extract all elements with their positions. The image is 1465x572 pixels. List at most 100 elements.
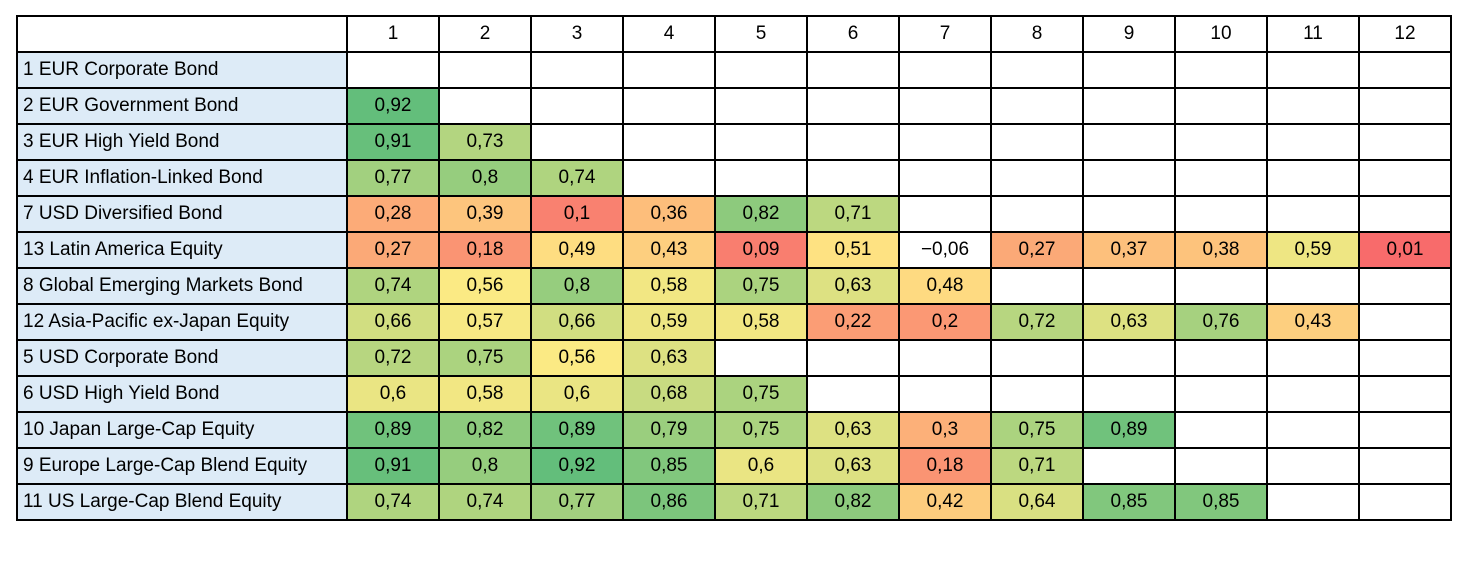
- correlation-cell: 0,64: [990, 483, 1084, 521]
- correlation-cell: 0,59: [622, 303, 716, 341]
- empty-cell: [1082, 87, 1176, 125]
- correlation-cell: 0,59: [1266, 231, 1360, 269]
- correlation-cell: 0,91: [346, 447, 440, 485]
- row-label: 2 EUR Government Bond: [16, 87, 348, 125]
- row-label: 1 EUR Corporate Bond: [16, 51, 348, 89]
- table-row: 4 EUR Inflation-Linked Bond 0,77 0,8 0,74: [16, 159, 1452, 197]
- correlation-cell: 0,8: [530, 267, 624, 305]
- empty-cell: [714, 159, 808, 197]
- correlation-cell: 0,63: [806, 447, 900, 485]
- row-label: 4 EUR Inflation-Linked Bond: [16, 159, 348, 197]
- empty-cell: [530, 123, 624, 161]
- column-header-3: 3: [530, 15, 624, 53]
- correlation-cell: 0,18: [898, 447, 992, 485]
- empty-cell: [1358, 159, 1452, 197]
- correlation-cell: 0,75: [990, 411, 1084, 449]
- correlation-cell: 0,6: [530, 375, 624, 413]
- empty-cell: [1174, 447, 1268, 485]
- table-row: 9 Europe Large-Cap Blend Equity 0,91 0,8 0,…: [16, 447, 1452, 485]
- correlation-cell: 0,36: [622, 195, 716, 233]
- empty-cell: [1266, 375, 1360, 413]
- correlation-table: 1 2 3 4 5 6 7 8 9 10 11 12 1 EUR Corporate Bond 2 EU…: [16, 15, 1452, 521]
- correlation-cell: 0,43: [622, 231, 716, 269]
- correlation-cell: 0,79: [622, 411, 716, 449]
- table-row: 2 EUR Government Bond 0,92: [16, 87, 1452, 125]
- correlation-cell: 0,6: [714, 447, 808, 485]
- correlation-cell: 0,58: [438, 375, 532, 413]
- empty-cell: [1174, 375, 1268, 413]
- correlation-cell: 0,75: [438, 339, 532, 377]
- empty-cell: [438, 51, 532, 89]
- empty-cell: [346, 51, 440, 89]
- row-label: 5 USD Corporate Bond: [16, 339, 348, 377]
- correlation-cell: 0,01: [1358, 231, 1452, 269]
- correlation-cell: 0,09: [714, 231, 808, 269]
- column-header-9: 9: [1082, 15, 1176, 53]
- correlation-cell: 0,56: [530, 339, 624, 377]
- correlation-cell: 0,75: [714, 411, 808, 449]
- correlation-cell: 0,85: [1174, 483, 1268, 521]
- table-row: 10 Japan Large-Cap Equity 0,89 0,82 0,89 0,7…: [16, 411, 1452, 449]
- correlation-cell: 0,72: [346, 339, 440, 377]
- empty-cell: [1174, 87, 1268, 125]
- empty-cell: [1266, 87, 1360, 125]
- row-label: 7 USD Diversified Bond: [16, 195, 348, 233]
- empty-cell: [1082, 447, 1176, 485]
- correlation-cell: 0,39: [438, 195, 532, 233]
- empty-cell: [1266, 267, 1360, 305]
- empty-cell: [898, 51, 992, 89]
- table-row: 5 USD Corporate Bond 0,72 0,75 0,56 0,63: [16, 339, 1452, 377]
- correlation-cell: 0,57: [438, 303, 532, 341]
- empty-cell: [898, 159, 992, 197]
- correlation-cell: 0,1: [530, 195, 624, 233]
- empty-cell: [1358, 447, 1452, 485]
- column-header-1: 1: [346, 15, 440, 53]
- correlation-cell: 0,63: [622, 339, 716, 377]
- column-header-10: 10: [1174, 15, 1268, 53]
- correlation-cell: 0,48: [898, 267, 992, 305]
- empty-cell: [1082, 123, 1176, 161]
- correlation-cell: 0,92: [346, 87, 440, 125]
- correlation-cell: 0,27: [990, 231, 1084, 269]
- correlation-cell: 0,77: [530, 483, 624, 521]
- empty-cell: [990, 123, 1084, 161]
- correlation-cell: 0,66: [530, 303, 624, 341]
- empty-cell: [1266, 123, 1360, 161]
- row-label: 3 EUR High Yield Bond: [16, 123, 348, 161]
- table-row: 7 USD Diversified Bond 0,28 0,39 0,1 0,36 0,8…: [16, 195, 1452, 233]
- row-label: 13 Latin America Equity: [16, 231, 348, 269]
- empty-cell: [1174, 51, 1268, 89]
- empty-cell: [990, 159, 1084, 197]
- table-row: 6 USD High Yield Bond 0,6 0,58 0,6 0,68 0,75: [16, 375, 1452, 413]
- empty-cell: [1082, 195, 1176, 233]
- empty-cell: [1358, 483, 1452, 521]
- correlation-cell: 0,68: [622, 375, 716, 413]
- correlation-cell: 0,92: [530, 447, 624, 485]
- correlation-cell: 0,82: [806, 483, 900, 521]
- correlation-cell: 0,8: [438, 447, 532, 485]
- correlation-cell: 0,86: [622, 483, 716, 521]
- correlation-cell: 0,74: [438, 483, 532, 521]
- empty-cell: [806, 375, 900, 413]
- empty-cell: [530, 87, 624, 125]
- correlation-cell: 0,74: [346, 483, 440, 521]
- empty-cell: [1174, 267, 1268, 305]
- correlation-cell: 0,66: [346, 303, 440, 341]
- column-header-5: 5: [714, 15, 808, 53]
- correlation-cell: 0,2: [898, 303, 992, 341]
- correlation-cell: 0,18: [438, 231, 532, 269]
- empty-cell: [806, 159, 900, 197]
- empty-cell: [1266, 483, 1360, 521]
- empty-cell: [1358, 411, 1452, 449]
- correlation-cell: 0,6: [346, 375, 440, 413]
- correlation-cell: 0,71: [990, 447, 1084, 485]
- empty-cell: [1082, 267, 1176, 305]
- correlation-cell: 0,51: [806, 231, 900, 269]
- empty-cell: [990, 267, 1084, 305]
- empty-cell: [1174, 411, 1268, 449]
- correlation-cell: 0,63: [806, 411, 900, 449]
- row-label: 6 USD High Yield Bond: [16, 375, 348, 413]
- correlation-cell: −0,06: [898, 231, 992, 269]
- empty-cell: [1082, 375, 1176, 413]
- empty-cell: [622, 123, 716, 161]
